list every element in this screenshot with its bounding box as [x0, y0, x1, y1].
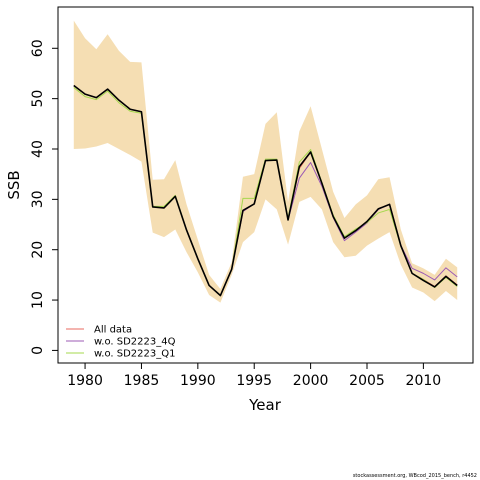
- x-tick-label: 2000: [293, 373, 329, 389]
- legend-label: w.o. SD2223_4Q: [94, 337, 176, 348]
- y-tick-label: 50: [30, 90, 46, 108]
- plot-frame: [57, 6, 474, 364]
- x-tick-label: 1990: [180, 373, 216, 389]
- y-tick-label: 20: [30, 241, 46, 259]
- x-tick-label: 2010: [406, 373, 442, 389]
- y-tick-label: 40: [30, 140, 46, 158]
- y-tick-label: 0: [30, 346, 46, 355]
- x-tick-label: 1985: [124, 373, 160, 389]
- x-tick-label: 1995: [236, 373, 272, 389]
- legend-label: All data: [94, 325, 132, 336]
- y-axis-title: SSB: [5, 170, 23, 199]
- x-axis-title: Year: [248, 396, 282, 414]
- y-tick-label: 60: [30, 39, 46, 57]
- y-tick-label: 30: [30, 190, 46, 208]
- y-tick-label: 10: [30, 291, 46, 309]
- x-tick-label: 2005: [349, 373, 385, 389]
- x-tick-label: 1980: [67, 373, 103, 389]
- legend-label: w.o. SD2223_Q1: [94, 349, 175, 360]
- series-line-w-o-sd2223-q1: [73, 87, 458, 297]
- series-layer: [73, 84, 458, 297]
- axes-layer: 1980 1985 1990 1995 2000 2005 2010 0 10 20 30 40 50 6…: [30, 6, 474, 389]
- series-line-estimate: [73, 84, 458, 297]
- footer-credit: stockassessment.org, WBcod_2015_bench, r…: [352, 473, 477, 479]
